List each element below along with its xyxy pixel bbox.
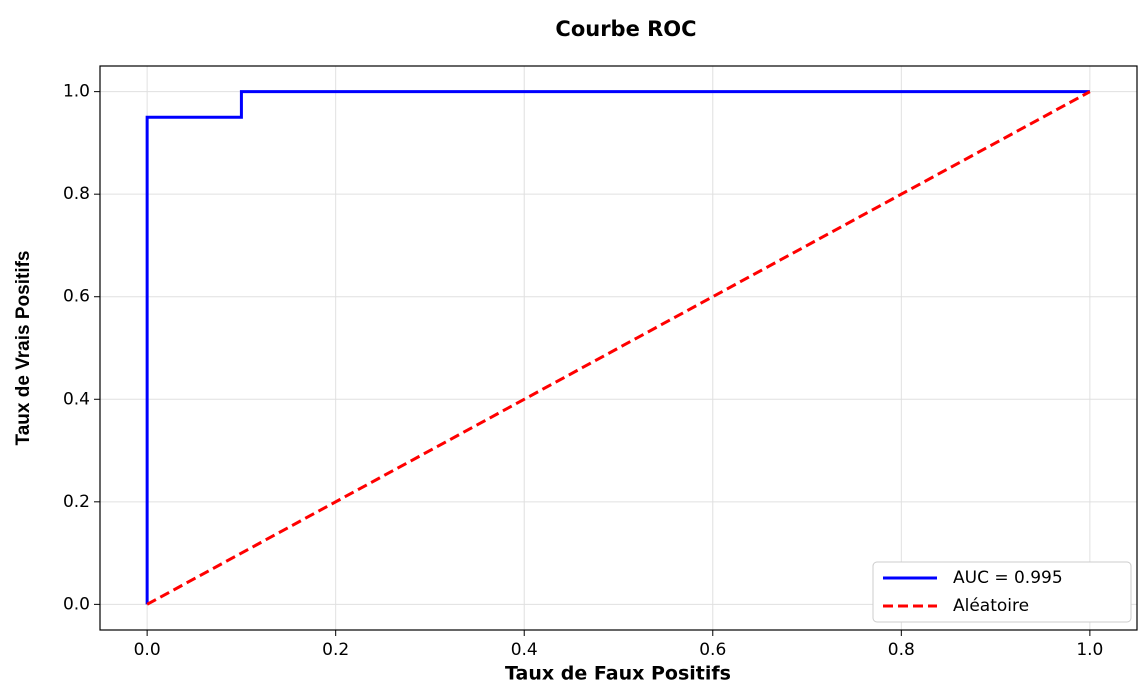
chart-title: Courbe ROC xyxy=(555,17,696,41)
legend-label: Aléatoire xyxy=(953,596,1029,616)
series-line xyxy=(146,90,1091,606)
x-tick-label: 1.0 xyxy=(1076,640,1103,660)
y-tick-label: 0.4 xyxy=(63,389,90,409)
y-axis-label: Taux de Vrais Positifs xyxy=(13,250,34,445)
series-line xyxy=(145,90,1090,605)
y-tick-label: 0.8 xyxy=(63,184,90,204)
legend-label: AUC = 0.995 xyxy=(953,568,1063,588)
plot-frame xyxy=(99,65,1138,631)
y-tick-label: 0.0 xyxy=(63,594,90,614)
y-tick-label: 0.6 xyxy=(63,287,90,307)
y-tick-label: 0.2 xyxy=(63,492,90,512)
x-tick-label: 0.4 xyxy=(511,640,538,660)
x-tick-label: 0.8 xyxy=(888,640,915,660)
x-tick-label: 0.0 xyxy=(134,640,161,660)
x-tick-label: 0.6 xyxy=(699,640,726,660)
x-tick-label: 0.2 xyxy=(322,640,349,660)
x-axis-label: Taux de Faux Positifs xyxy=(505,663,731,685)
legend-box xyxy=(872,561,1132,623)
y-tick-label: 1.0 xyxy=(63,82,90,102)
